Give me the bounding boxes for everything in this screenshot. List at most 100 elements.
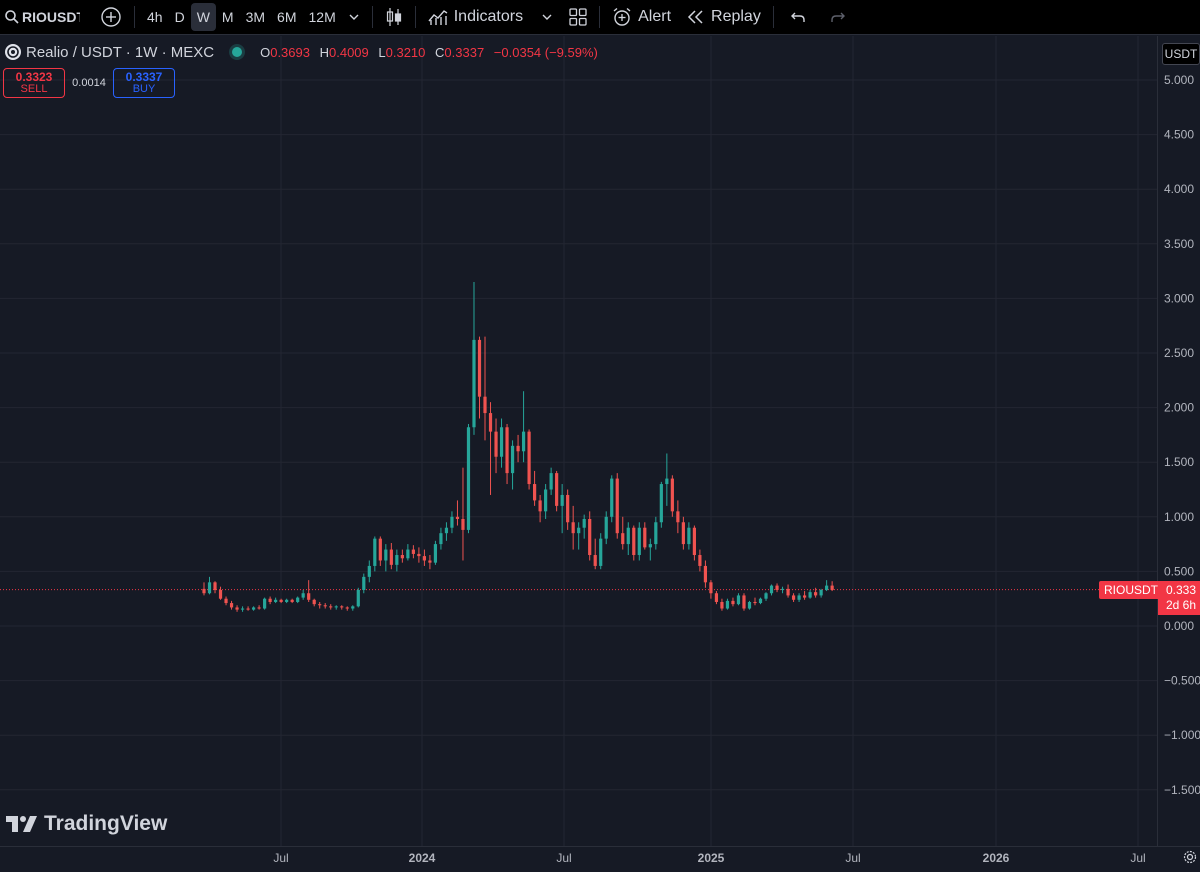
candle	[659, 481, 663, 528]
candle	[599, 533, 603, 570]
market-status-icon[interactable]	[232, 47, 243, 57]
candle	[444, 522, 449, 541]
candle	[731, 597, 735, 607]
interval-12m[interactable]: 12M	[308, 9, 336, 25]
candle	[814, 587, 818, 598]
interval-6m[interactable]: 6M	[277, 9, 297, 25]
candle	[577, 522, 581, 550]
candle	[318, 601, 322, 609]
candle	[362, 573, 366, 594]
candle	[687, 522, 691, 550]
replay-button[interactable]: Replay	[681, 3, 767, 31]
alert-button[interactable]: Alert	[606, 3, 677, 31]
time-tick-label: Jul	[273, 851, 288, 865]
indicators-dropdown-button[interactable]	[535, 3, 559, 31]
compare-symbol-button[interactable]	[94, 3, 128, 31]
candle	[296, 596, 300, 604]
candle	[499, 418, 504, 468]
redo-button[interactable]	[824, 3, 852, 31]
candle-body	[758, 598, 763, 604]
toolbar-divider	[599, 6, 601, 28]
undo-button[interactable]	[784, 3, 812, 31]
candle	[637, 522, 641, 561]
symbol-title[interactable]: Realio / USDT · 1W · MEXC	[26, 43, 215, 61]
interval-3m[interactable]: 3M	[245, 9, 266, 25]
candle-body	[736, 595, 741, 605]
candle-body	[450, 516, 454, 528]
price-tick-label: 2.000	[1164, 401, 1194, 415]
candle	[461, 467, 465, 561]
last-price-tag: 0.333 2d 6h	[1158, 580, 1200, 615]
tradingview-logo[interactable]: TradingView	[6, 812, 167, 836]
price-tick-label: −1.500	[1164, 783, 1200, 797]
candle-body	[764, 593, 768, 599]
symbol-name: RIOUSDT	[22, 9, 80, 25]
candle-body	[279, 599, 283, 602]
add-circle-icon	[101, 7, 121, 27]
candle	[406, 544, 410, 561]
candle-body	[521, 431, 526, 452]
candle-body	[274, 599, 278, 602]
candle	[714, 591, 719, 605]
indicators-icon	[428, 10, 448, 25]
candle	[549, 467, 553, 495]
candle-body	[637, 527, 641, 556]
candle	[527, 429, 531, 490]
candle	[246, 606, 250, 611]
candle-body	[428, 560, 432, 563]
candle	[582, 514, 586, 539]
symbol-search[interactable]: RIOUSDT	[0, 0, 120, 34]
last-price-symbol-tag: RIOUSDT	[1099, 580, 1163, 599]
interval-m[interactable]: M	[221, 9, 234, 25]
candle	[455, 500, 460, 526]
candle-body	[527, 431, 531, 485]
grid	[0, 36, 1157, 846]
open-label: O	[260, 44, 271, 60]
candle	[494, 418, 498, 474]
buy-button[interactable]: 0.3337 BUY	[113, 68, 175, 98]
candle	[681, 516, 685, 550]
candle	[334, 605, 338, 610]
candle-body	[224, 598, 228, 604]
interval-dropdown-button[interactable]	[342, 3, 366, 31]
chevron-down-icon	[349, 14, 359, 20]
indicators-button[interactable]: Indicators	[422, 3, 529, 31]
candle-body	[775, 585, 779, 590]
sell-button[interactable]: 0.3323 SELL	[3, 68, 65, 98]
candle-body	[742, 595, 746, 609]
candles-icon	[386, 8, 401, 26]
candle	[323, 603, 327, 609]
price-chart[interactable]	[0, 36, 1157, 846]
candle-body	[615, 478, 619, 534]
interval-4h[interactable]: 4h	[147, 9, 163, 25]
candle	[670, 475, 674, 517]
candle-body	[687, 527, 691, 545]
price-tick-label: 1.500	[1164, 455, 1194, 469]
time-tick-label: 2025	[698, 851, 725, 865]
interval-d[interactable]: D	[174, 9, 185, 25]
open-value: 0.3693	[270, 44, 310, 60]
candle-body	[433, 544, 438, 563]
layouts-button[interactable]	[563, 3, 593, 31]
candle	[615, 473, 619, 539]
candle-body	[555, 473, 559, 506]
candle-body	[329, 606, 333, 608]
settings-gear-icon[interactable]	[1183, 850, 1197, 864]
price-axis[interactable]: 5.000 4.500 4.000 3.500 3.000 2.500 2.000 1.500…	[1157, 36, 1200, 846]
candle-body	[263, 598, 267, 609]
candle	[384, 544, 388, 572]
candle	[356, 587, 360, 608]
candle	[648, 538, 652, 561]
candle-body	[285, 599, 289, 602]
candle-body	[240, 608, 245, 610]
currency-unit-button[interactable]: USDT	[1162, 43, 1200, 65]
candle-body	[538, 500, 542, 512]
candle-body	[444, 527, 449, 534]
candle-body	[296, 597, 300, 602]
candle	[758, 597, 763, 605]
candle	[676, 500, 680, 534]
candle	[505, 423, 509, 485]
chart-type-button[interactable]	[379, 3, 409, 31]
time-axis[interactable]: Jul 2024 Jul 2025 Jul 2026 Jul	[0, 846, 1200, 867]
interval-w[interactable]: W	[190, 3, 216, 31]
